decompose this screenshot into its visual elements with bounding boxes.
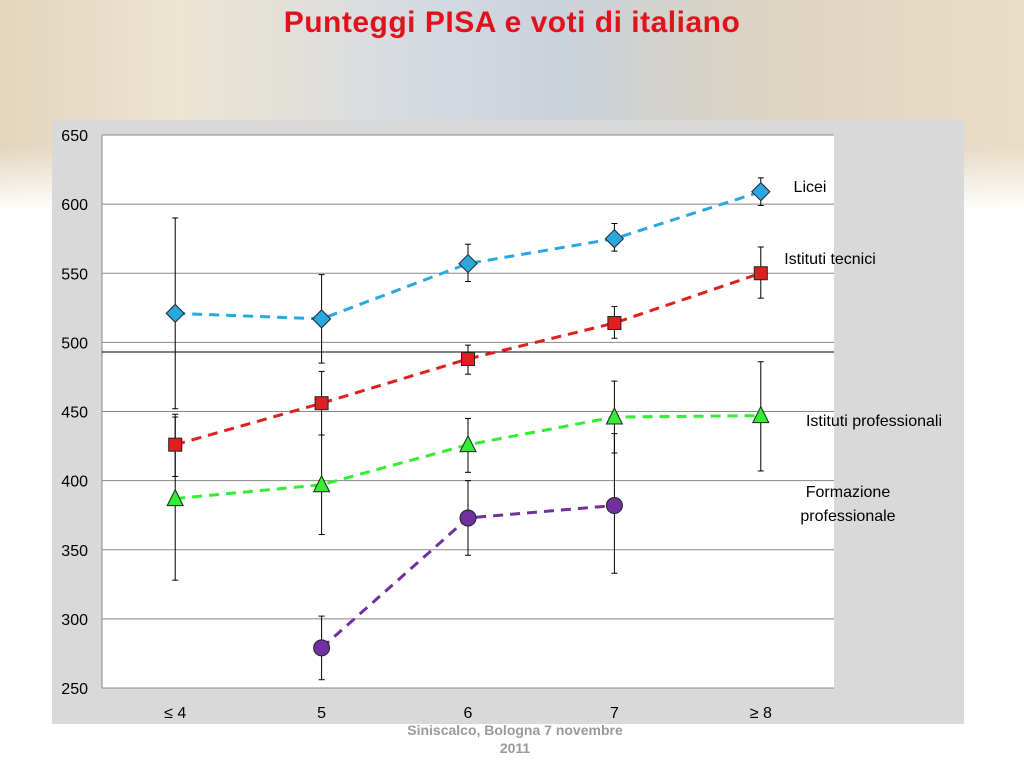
- x-tick-label: ≤ 4: [164, 705, 186, 722]
- page-title: Punteggi PISA e voti di italiano: [283, 6, 741, 39]
- data-point-triangle: [459, 434, 477, 453]
- chart-panel: 250 300 350 400 450 500 550 600 650 ≤ 4 5 6 7 ≥ 8 Lice…: [52, 120, 964, 724]
- data-point-diamond: [604, 228, 625, 249]
- data-point-triangle: [751, 405, 770, 424]
- x-tick-label: 7: [610, 705, 619, 722]
- series-label: Formazione: [806, 484, 891, 501]
- series-line: [175, 190, 762, 321]
- data-point-square: [607, 316, 622, 331]
- footer: Siniscalco, Bologna 7 novembre 2011: [360, 721, 670, 757]
- footer-line-1: Siniscalco, Bologna 7 novembre: [407, 722, 623, 738]
- data-point-diamond: [165, 303, 185, 324]
- y-tick-label: 500: [61, 335, 88, 352]
- series-label: professionale: [800, 508, 895, 525]
- y-tick-label: 650: [61, 128, 88, 145]
- chart: 250 300 350 400 450 500 550 600 650 ≤ 4 5 6 7 ≥ 8 Lice…: [61, 128, 942, 722]
- y-tick-label: 450: [61, 405, 88, 422]
- data-point-circle: [605, 497, 623, 515]
- data-point-triangle: [312, 474, 331, 493]
- series-label: Istituti professionali: [806, 413, 942, 430]
- x-tick-label: 5: [317, 705, 326, 722]
- data-point-circle: [459, 509, 477, 527]
- data-point-diamond: [311, 309, 332, 329]
- series-label: Istituti tecnici: [784, 251, 876, 268]
- data-point-square: [753, 266, 768, 281]
- data-point-diamond: [751, 181, 771, 202]
- data-point-square: [168, 437, 183, 452]
- data-point-triangle: [605, 406, 624, 425]
- data-point-triangle: [166, 488, 185, 507]
- data-point-circle: [313, 639, 331, 657]
- x-tick-label: ≥ 8: [750, 705, 772, 722]
- y-tick-label: 550: [61, 266, 88, 283]
- y-tick-label: 300: [61, 612, 88, 629]
- y-tick-label: 350: [61, 543, 88, 560]
- data-point-diamond: [458, 253, 478, 274]
- y-tick-label: 400: [61, 474, 88, 491]
- y-tick-label: 600: [61, 197, 88, 214]
- footer-line-2: 2011: [499, 740, 531, 756]
- x-tick-label: 6: [464, 705, 473, 722]
- y-tick-label: 250: [61, 681, 88, 698]
- data-point-square: [314, 396, 329, 411]
- series-label: Licei: [794, 179, 827, 196]
- data-point-square: [461, 351, 475, 366]
